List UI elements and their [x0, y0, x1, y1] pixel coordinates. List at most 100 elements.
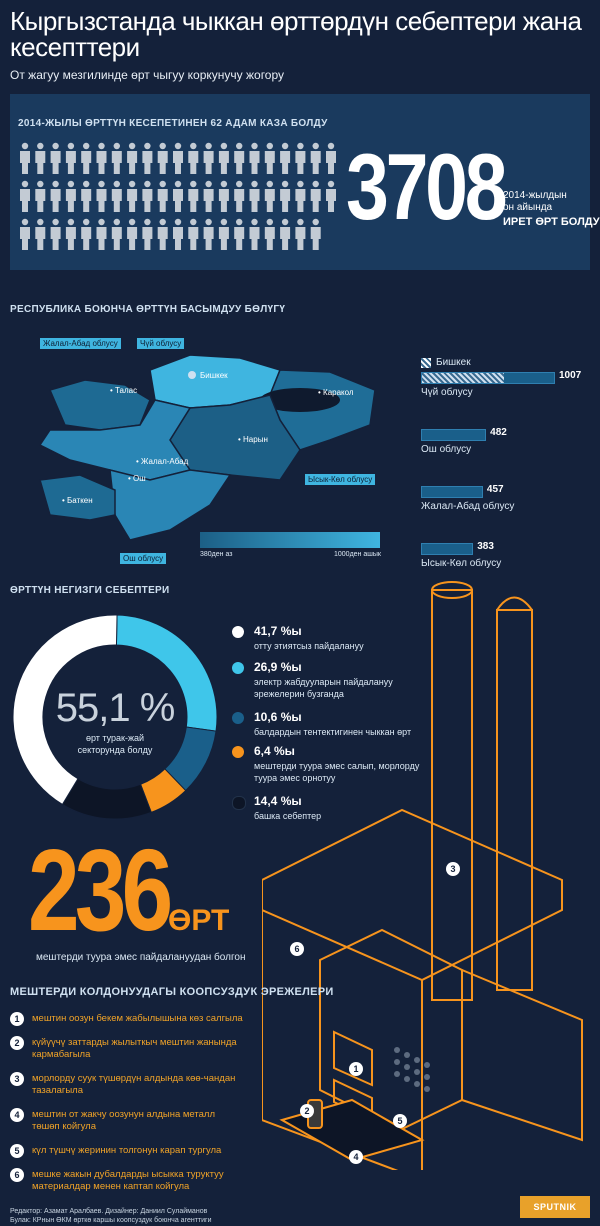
person-icon: [35, 218, 46, 250]
stove-fires-unit: ӨРТ: [168, 904, 230, 937]
brick-wall-top: [262, 808, 563, 982]
stove-marker-6: 6: [290, 942, 304, 956]
kyrgyzstan-map: [38, 354, 376, 541]
city-talas: • Талас: [110, 386, 138, 395]
person-icon: [50, 180, 61, 212]
legend-text: электр жабдууларын пайдалануу: [254, 677, 393, 687]
rule-text-2: төшөп койгула: [32, 1121, 97, 1132]
person-icon: [65, 142, 76, 174]
issyk-kul-lake: [260, 388, 340, 412]
person-icon: [81, 218, 92, 250]
person-icon: [234, 180, 245, 212]
city-karakol: • Каракол: [318, 388, 354, 397]
region-bar-label: Жалал-Абад облусу: [421, 501, 515, 512]
person-icon: [65, 180, 76, 212]
person-icon: [50, 142, 61, 174]
person-icon: [20, 180, 30, 212]
donut-center-value: 55,1 %: [55, 686, 176, 730]
person-icon: [35, 180, 46, 212]
stove-fires-number: 236: [28, 825, 173, 955]
talas-region: [48, 379, 151, 431]
legend-percent: 14,4 %ы: [254, 794, 302, 808]
person-icon: [249, 180, 260, 212]
person-icon: [35, 142, 46, 174]
legend-swatch: [232, 746, 244, 758]
fires-total-line1: 2014-жылдын: [503, 190, 567, 201]
person-icon: [203, 180, 214, 212]
stove-marker-1: 1: [349, 1062, 363, 1076]
legend-percent: 10,6 %ы: [254, 710, 302, 724]
legend-text: мештерди туура эмес салып, морлорду: [254, 761, 420, 771]
rule-text: морлорду суук түшөрдүн алдында көө-чанда…: [32, 1073, 236, 1084]
page-subtitle: От жагуу мезгилинде өрт чыгуу коркунучу …: [10, 68, 285, 82]
person-icon: [188, 180, 199, 212]
rule-number: 4: [10, 1108, 24, 1122]
footer-credits: Редактор: Азамат Аралбаев. Дизайнер: Дан…: [10, 1208, 208, 1215]
causes-caption: ӨРТТҮН НЕГИЗГИ СЕБЕПТЕРИ: [10, 585, 170, 596]
region-bar: [421, 372, 555, 384]
person-icon: [111, 142, 122, 174]
region-bar-chui-solid: [503, 373, 554, 383]
sputnik-logo: SPUTNIK: [520, 1196, 590, 1218]
chimney-right: [496, 609, 533, 991]
person-icon: [218, 142, 229, 174]
stove-body: [319, 928, 463, 1132]
person-icon: [295, 218, 306, 250]
legend-swatch: [232, 712, 244, 724]
legend-swatch: [232, 626, 244, 638]
rule-text-2: материалдар менен каптап койгула: [32, 1181, 190, 1192]
person-icon: [81, 142, 92, 174]
region-bar-label: Чүй облусу: [421, 387, 473, 398]
person-icon: [218, 218, 229, 250]
region-bar: [421, 429, 487, 441]
map-scale-gradient: [200, 532, 380, 548]
person-icon: [264, 142, 275, 174]
person-icon: [20, 142, 30, 174]
chimney-left-top: [431, 581, 473, 599]
osh-region: [109, 469, 232, 541]
city-naryn: • Нарын: [238, 435, 268, 444]
deaths-caption: 2014-ЖЫЛЫ ӨРТТҮН КЕСЕПЕТИНЕН 62 АДАМ КАЗ…: [18, 118, 328, 129]
city-bishkek: Бишкек: [200, 371, 228, 380]
person-icon: [326, 180, 336, 212]
person-icon: [81, 180, 92, 212]
region-bar-label: Ош облусу: [421, 444, 472, 455]
person-icon: [295, 180, 306, 212]
chimney-left: [431, 589, 473, 1001]
legend-swatch: [232, 662, 244, 674]
region-bar-value: 1007: [559, 370, 582, 381]
person-icon: [173, 180, 183, 212]
person-icon: [111, 180, 122, 212]
chimney-right-top: [496, 596, 533, 611]
map-caption: РЕСПУБЛИКА БОЮНЧА ӨРТТҮН БАСЫМДУУ БӨЛҮГҮ: [10, 304, 286, 315]
city-batken: • Баткен: [62, 496, 93, 505]
rule-number: 3: [10, 1072, 24, 1086]
person-icon: [310, 142, 321, 174]
person-icon: [142, 142, 153, 174]
causes-legend: 41,7 %ы отту этиятсыз пайдалануу 26,9 %ы эл…: [232, 624, 432, 824]
person-icon: [96, 218, 107, 250]
rule-text: күл түшчү жеринин толгонун карап тургула: [32, 1145, 222, 1156]
person-icon: [249, 142, 260, 174]
rule-text: күйүүчү заттарды жылыткыч мештин жанында: [32, 1037, 237, 1048]
legend-text-2: эрежелерин бузганда: [254, 689, 344, 699]
stove-marker-5: 5: [393, 1114, 407, 1128]
person-icon: [280, 142, 291, 174]
legend-swatch: [232, 796, 246, 810]
person-icon: [173, 142, 183, 174]
stove-illustration: [262, 581, 583, 1170]
batken-region: [39, 474, 116, 521]
jalal-abad-region: [38, 399, 192, 481]
rule-text: мештин от жакчу оозунун алдына металл: [32, 1109, 216, 1120]
rule-text: мештин оозун бекем жабылышына көз салгыл…: [32, 1013, 243, 1024]
region-bar: [421, 486, 483, 498]
stove-side: [461, 969, 583, 1142]
map-tag-jalal-abad: Жалал-Абад облусу: [40, 338, 121, 349]
person-icon: [111, 218, 122, 250]
legend-percent: 41,7 %ы: [254, 624, 302, 638]
person-icon: [280, 180, 291, 212]
stove-fires-caption: мештерди туура эмес пайдалануудан болгон: [36, 952, 246, 963]
map-scale-min: 380ден аз: [200, 551, 233, 558]
rule-number: 2: [10, 1036, 24, 1050]
person-icon: [234, 142, 245, 174]
